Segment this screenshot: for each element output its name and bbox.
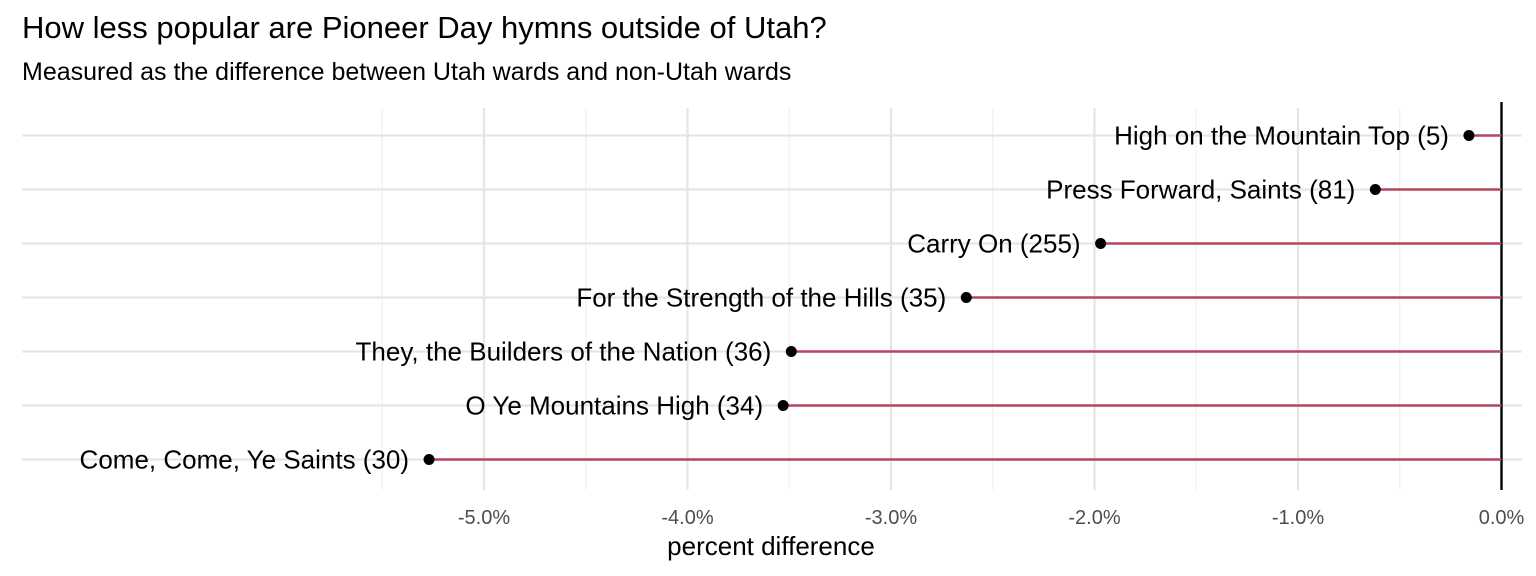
lollipop-point xyxy=(785,346,797,357)
lollipop-point xyxy=(1095,238,1107,249)
chart-title: How less popular are Pioneer Day hymns o… xyxy=(22,10,827,45)
chart-subtitle: Measured as the difference between Utah … xyxy=(22,58,792,86)
hymn-label: Carry On (255) xyxy=(907,229,1080,259)
hymn-label: Press Forward, Saints (81) xyxy=(1046,175,1355,205)
hymn-label: Come, Come, Ye Saints (30) xyxy=(80,445,410,475)
hymn-label: They, the Builders of the Nation (36) xyxy=(356,337,772,367)
x-tick-labels: -5.0% -4.0% -3.0% -2.0% -1.0% 0.0% xyxy=(458,507,1525,529)
lollipop-point xyxy=(777,400,789,411)
hymn-label: High on the Mountain Top (5) xyxy=(1114,121,1449,151)
lollipop-point xyxy=(960,292,972,303)
x-tick-label: 0.0% xyxy=(1479,507,1525,529)
x-tick-label: -3.0% xyxy=(865,507,917,529)
lollipop-point xyxy=(1369,184,1381,195)
x-tick-label: -5.0% xyxy=(458,507,510,529)
lollipop-point xyxy=(1463,130,1475,141)
marks-layer: High on the Mountain Top (5) Press Forwar… xyxy=(80,121,1502,475)
x-tick-label: -1.0% xyxy=(1272,507,1324,529)
hymn-label: O Ye Mountains High (34) xyxy=(465,391,763,421)
x-tick-label: -2.0% xyxy=(1068,507,1120,529)
lollipop-point xyxy=(423,454,435,465)
x-tick-label: -4.0% xyxy=(661,507,713,529)
hymn-label: For the Strength of the Hills (35) xyxy=(576,283,946,313)
x-axis-title: percent difference xyxy=(667,531,875,561)
